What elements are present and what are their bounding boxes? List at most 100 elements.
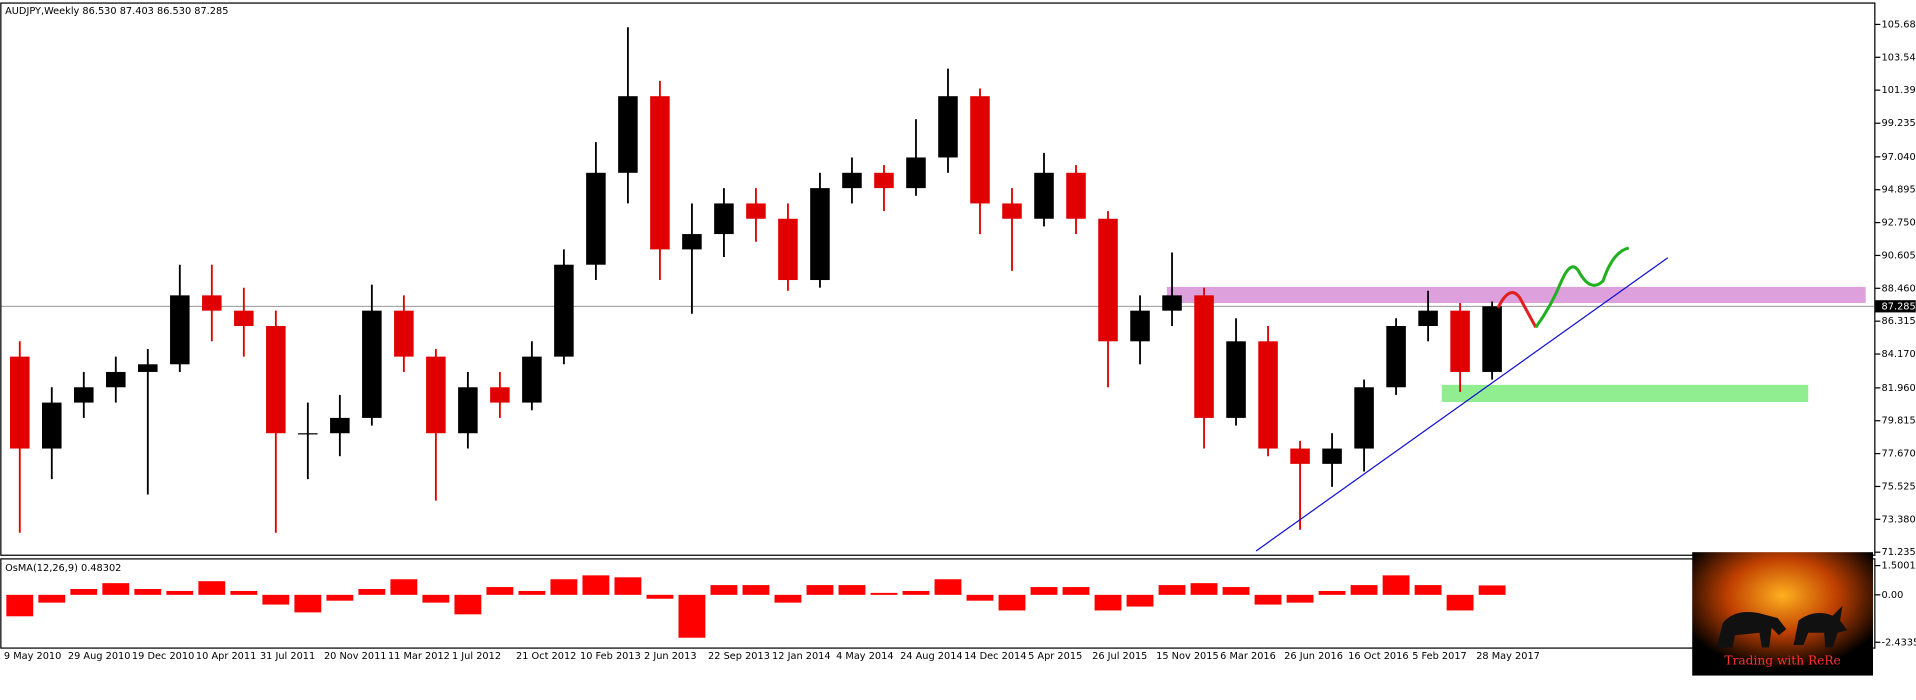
- current-price-label: 87.285: [1882, 301, 1916, 312]
- y-tick-label: 79.815: [1882, 416, 1916, 427]
- x-tick-label: 9 May 2010: [4, 651, 61, 662]
- histogram-bar: [358, 588, 386, 595]
- logo-text: Trading with ReRe: [1724, 653, 1840, 667]
- histogram-bar: [1126, 594, 1154, 607]
- candle-body: [42, 402, 62, 449]
- histogram-bar: [454, 594, 482, 615]
- y-tick-label: -2.43351: [1882, 637, 1916, 648]
- histogram-bar: [1062, 587, 1090, 595]
- main-layer: 105.685 103.540 101.395 99.235 97.040 94.895 9…: [1, 19, 1916, 662]
- x-tick-label: 14 Dec 2014: [964, 651, 1026, 662]
- x-tick-label: 29 Aug 2010: [68, 651, 131, 662]
- y-tick-label: 97.040: [1882, 152, 1916, 163]
- x-tick-label: 24 Aug 2014: [900, 651, 963, 662]
- histogram-bar: [1478, 585, 1506, 595]
- x-tick-label: 12 Jan 2014: [772, 651, 831, 662]
- x-tick-label: 6 Mar 2016: [1220, 651, 1276, 662]
- histogram-bar: [1030, 587, 1058, 595]
- histogram-bar: [966, 594, 994, 601]
- candle-body: [586, 172, 606, 265]
- histogram-bar: [934, 579, 962, 595]
- histogram-bar: [1414, 585, 1442, 595]
- drawn-path-green: [1534, 246, 1630, 329]
- y-tick-label: 71.235: [1882, 547, 1916, 558]
- candle-body: [810, 188, 830, 281]
- candle-body: [426, 356, 446, 434]
- candle-body: [746, 203, 766, 219]
- y-tick-label: 88.460: [1882, 283, 1916, 294]
- x-tick-label: 4 May 2014: [836, 651, 893, 662]
- histogram-bar: [102, 583, 130, 595]
- x-tick-label: 26 Jun 2016: [1284, 651, 1343, 662]
- histogram-bar: [710, 585, 738, 595]
- y-tick-label: 73.380: [1882, 514, 1916, 525]
- candle-body: [1130, 310, 1150, 342]
- y-tick-label: 81.960: [1882, 383, 1916, 394]
- histogram-bar: [1446, 594, 1474, 611]
- y-tick-label: 77.670: [1882, 449, 1916, 460]
- logo-bear: [1716, 612, 1787, 648]
- x-tick-label: 21 Oct 2012: [516, 651, 576, 662]
- x-tick-label: 22 Sep 2013: [708, 651, 770, 662]
- candle-body: [874, 172, 894, 189]
- candle-body: [1162, 295, 1182, 311]
- candle-body: [170, 295, 190, 365]
- histogram-bar: [550, 579, 578, 595]
- x-tick-label: 5 Feb 2017: [1412, 651, 1467, 662]
- candle-body: [1034, 172, 1054, 219]
- histogram-bar: [646, 594, 674, 599]
- candle-body: [298, 433, 318, 435]
- x-tick-label: 28 May 2017: [1476, 651, 1540, 662]
- histogram-bar: [1382, 575, 1410, 595]
- y-tick-label: 1.50014: [1882, 561, 1916, 572]
- histogram-bar: [1222, 587, 1250, 595]
- x-tick-label: 20 Nov 2011: [324, 651, 387, 662]
- candle-body: [906, 157, 926, 189]
- y-tick-label: 99.235: [1882, 118, 1916, 129]
- y-tick-label: 0.00: [1882, 590, 1904, 601]
- candle-body: [74, 387, 94, 403]
- candle-body: [554, 264, 574, 357]
- y-tick-label: 94.895: [1882, 185, 1916, 196]
- y-tick-label: 105.685: [1882, 19, 1916, 30]
- x-tick-label: 16 Oct 2016: [1348, 651, 1408, 662]
- x-tick-label: 31 Jul 2011: [260, 651, 315, 662]
- x-tick-label: 5 Apr 2015: [1028, 651, 1082, 662]
- drawn-path-red: [1496, 291, 1538, 329]
- candle-body: [842, 172, 862, 189]
- histogram-bar: [486, 587, 514, 595]
- histogram-bar: [742, 585, 770, 595]
- candle-body: [394, 310, 414, 357]
- logo-background: [1692, 552, 1874, 676]
- candle-body: [1098, 218, 1118, 342]
- candle-body: [778, 218, 798, 281]
- histogram-bar: [1158, 585, 1186, 595]
- current-price-box: [1875, 300, 1916, 313]
- logo: Trading with ReRe: [1692, 552, 1874, 676]
- candle-body: [1002, 203, 1022, 219]
- logo-bull: [1793, 605, 1848, 648]
- candle-body: [362, 310, 382, 418]
- candle-body: [714, 203, 734, 235]
- histogram-bar: [838, 585, 866, 595]
- histogram-bar: [294, 594, 322, 613]
- x-tick-label: 15 Nov 2015: [1156, 651, 1219, 662]
- candle-body: [1450, 310, 1470, 372]
- histogram-bar: [870, 592, 898, 595]
- candle-body: [1066, 172, 1086, 219]
- histogram-bar: [198, 581, 226, 595]
- candle-body: [1354, 387, 1374, 449]
- candle-body: [1290, 448, 1310, 464]
- histogram-bar: [518, 590, 546, 595]
- x-tick-label: 10 Feb 2013: [580, 651, 641, 662]
- indicator-title: OsMA(12,26,9) 0.48302: [5, 563, 121, 574]
- candle-body: [330, 417, 350, 434]
- y-tick-label: 101.395: [1882, 85, 1916, 96]
- histogram-bar: [326, 594, 354, 601]
- histogram-bar: [678, 594, 706, 638]
- main-plot-frame: [0, 2, 1876, 556]
- trend-line: [1255, 257, 1669, 552]
- candle-body: [10, 356, 30, 449]
- candle-body: [106, 371, 126, 388]
